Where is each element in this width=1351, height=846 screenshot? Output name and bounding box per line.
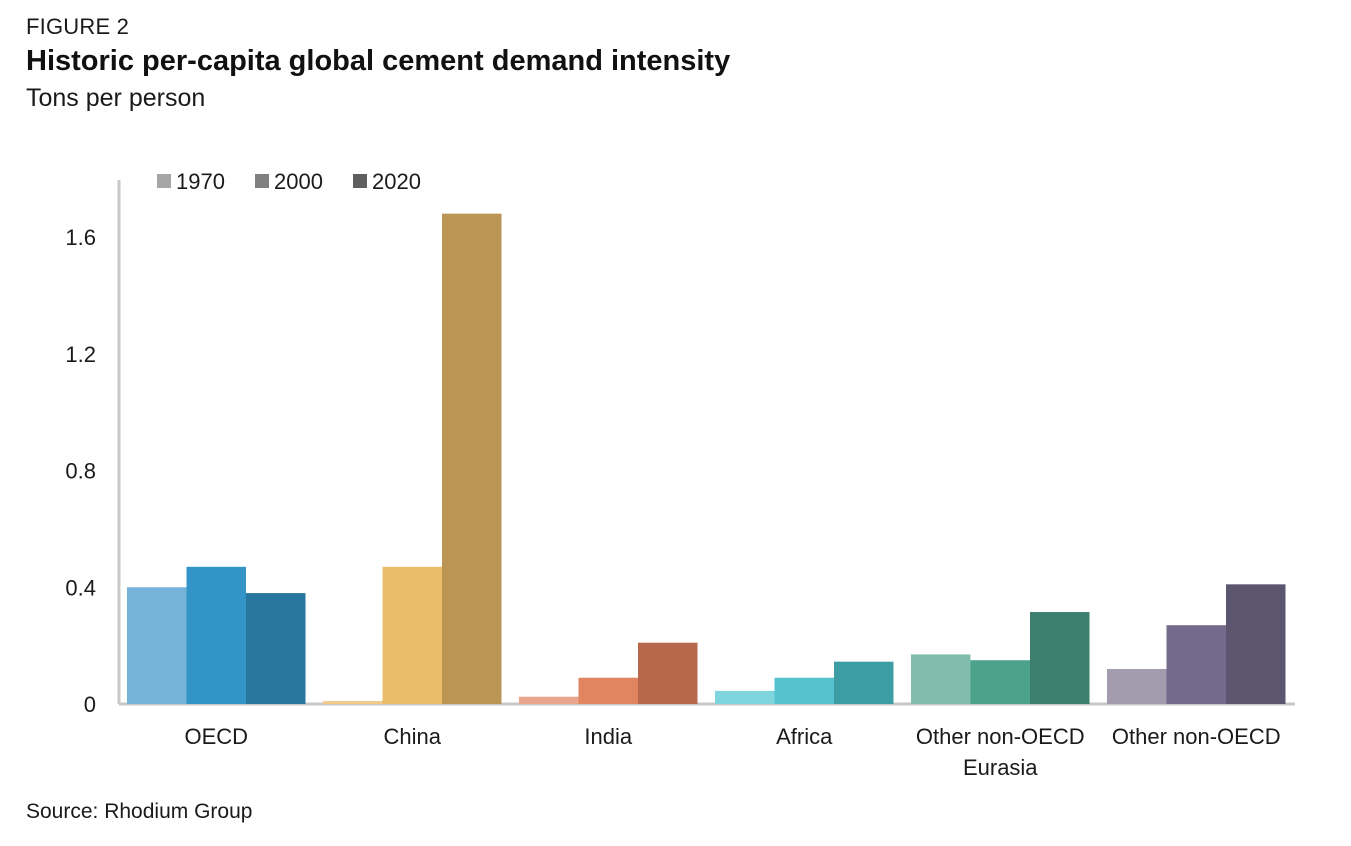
axes <box>117 180 1295 706</box>
bar-2000 <box>970 660 1030 704</box>
y-tick-label: 0 <box>84 692 96 717</box>
legend-label-2020: 2020 <box>372 169 421 194</box>
legend-label-1970: 1970 <box>176 169 225 194</box>
x-category-labels: OECD China India Africa Other non-OECD Eurasi… <box>184 724 1280 780</box>
bar-2000 <box>578 677 638 704</box>
chart-title: Historic per-capita global cement demand… <box>26 45 731 77</box>
bar-2020 <box>1030 612 1090 704</box>
y-tick-label: 1.6 <box>65 225 96 250</box>
y-tick-label: 0.4 <box>65 575 96 600</box>
bar-1970 <box>715 690 775 704</box>
source-note: Source: Rhodium Group <box>26 800 253 823</box>
x-category-label: OECD <box>184 724 248 749</box>
x-category-label: Other non-OECD <box>1112 724 1281 749</box>
bar-2000 <box>382 566 442 704</box>
bar-2020 <box>638 642 698 704</box>
legend-swatch-2000 <box>255 174 269 188</box>
legend-label-2000: 2000 <box>274 169 323 194</box>
legend: 1970 2000 2020 <box>157 169 421 194</box>
bar-2020 <box>1226 584 1286 704</box>
bar-2000 <box>1166 625 1226 704</box>
bar-1970 <box>911 654 971 704</box>
x-category-label: Eurasia <box>963 755 1038 780</box>
bar-1970 <box>519 696 579 704</box>
legend-swatch-2020 <box>353 174 367 188</box>
bar-2000 <box>186 566 246 704</box>
x-category-label: Africa <box>776 724 833 749</box>
x-category-label: India <box>584 724 632 749</box>
bar-1970 <box>1107 668 1167 704</box>
bar-2000 <box>774 677 834 704</box>
bar-2020 <box>442 213 502 704</box>
y-tick-label: 1.2 <box>65 342 96 367</box>
y-tick-label: 0.8 <box>65 459 96 484</box>
bar-1970 <box>127 587 187 704</box>
x-category-label: China <box>384 724 442 749</box>
y-tick-labels: 0 0.4 0.8 1.2 1.6 <box>65 225 96 717</box>
bar-2020 <box>246 593 306 704</box>
legend-swatch-1970 <box>157 174 171 188</box>
chart-subtitle: Tons per person <box>26 84 206 112</box>
bar-1970 <box>323 701 383 704</box>
figure-label: FIGURE 2 <box>26 14 130 39</box>
bars <box>127 213 1286 704</box>
bar-2020 <box>834 661 894 704</box>
x-category-label: Other non-OECD <box>916 724 1085 749</box>
